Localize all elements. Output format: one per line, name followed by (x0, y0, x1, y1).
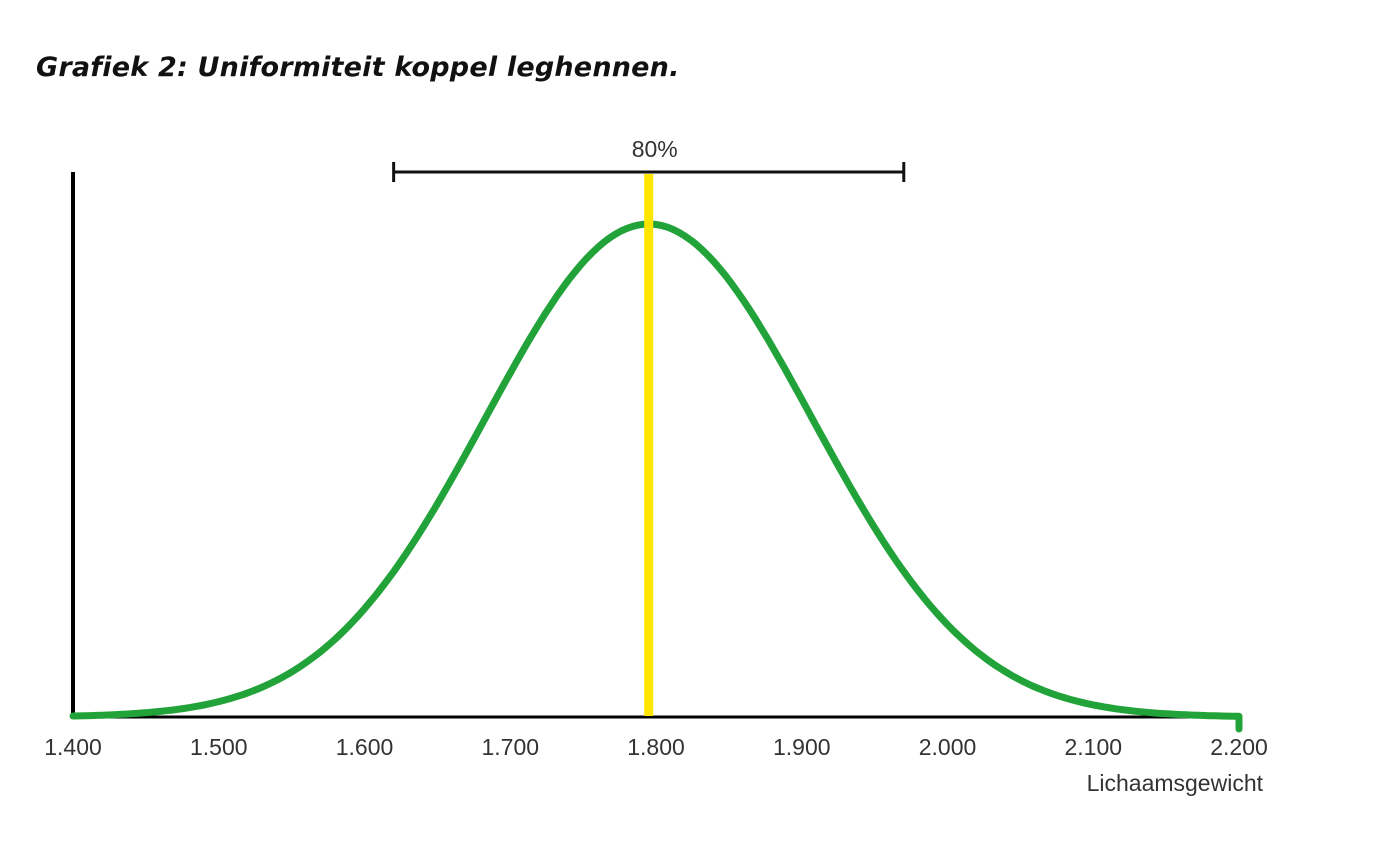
x-tick-label: 2.100 (1064, 734, 1122, 760)
uniformity-percentage-label: 80% (632, 136, 678, 162)
x-tick-label: 1.800 (627, 734, 685, 760)
uniformity-range-bracket: 80% (392, 136, 906, 182)
x-tick-label: 1.600 (336, 734, 394, 760)
x-tick-labels: 1.400 1.500 1.600 1.700 1.800 1.900 2.000 2.100… (44, 734, 1268, 760)
x-axis-label: Lichaamsgewicht (1087, 770, 1264, 796)
chart-title: Grafiek 2: Uniformiteit koppel leghennen… (36, 52, 680, 83)
x-tick-label: 2.000 (919, 734, 977, 760)
x-tick-label: 1.400 (44, 734, 102, 760)
x-tick-label: 1.900 (773, 734, 831, 760)
x-tick-label: 2.200 (1210, 734, 1268, 760)
x-tick-label: 1.700 (481, 734, 539, 760)
distribution-curve (69, 220, 1243, 733)
x-tick-label: 1.500 (190, 734, 248, 760)
